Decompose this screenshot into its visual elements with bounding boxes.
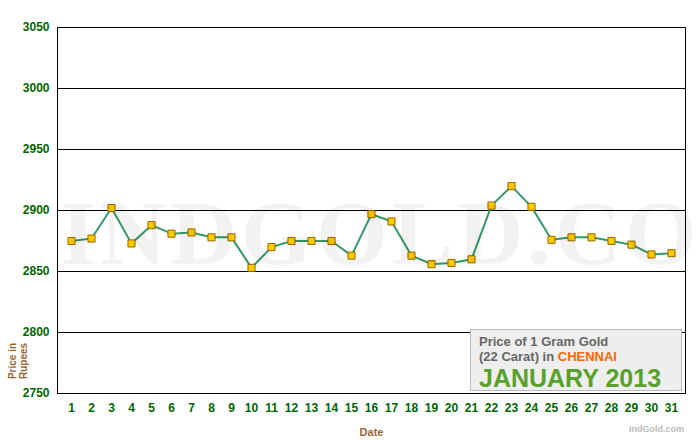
svg-text:17: 17 (385, 401, 399, 415)
svg-text:9: 9 (228, 401, 235, 415)
svg-text:2950: 2950 (23, 142, 50, 156)
svg-text:6: 6 (168, 401, 175, 415)
svg-text:11: 11 (265, 401, 278, 415)
svg-text:3: 3 (108, 401, 115, 415)
svg-text:23: 23 (505, 401, 519, 415)
svg-text:3050: 3050 (23, 20, 50, 34)
svg-text:2850: 2850 (23, 264, 50, 278)
svg-text:1: 1 (68, 401, 75, 415)
svg-text:13: 13 (305, 401, 319, 415)
svg-text:14: 14 (325, 401, 339, 415)
html-text:Price of 1 Gram Gold: Price of 1 Gram Gold (479, 334, 609, 349)
html-text:JANUARY 2013: JANUARY 2013 (479, 364, 661, 392)
svg-text:27: 27 (585, 401, 599, 415)
svg-text:19: 19 (425, 401, 439, 415)
svg-text:2800: 2800 (23, 325, 50, 339)
html-text:Price in Rupees: Price in Rupees (7, 342, 29, 380)
svg-text:22: 22 (485, 401, 499, 415)
svg-text:26: 26 (565, 401, 579, 415)
svg-text:2: 2 (88, 401, 95, 415)
html-text:IndGold.com: IndGold.com (629, 424, 684, 434)
svg-text:4: 4 (128, 401, 135, 415)
html-text:(22 Carat) in CHENNAI: (22 Carat) in CHENNAI (479, 349, 617, 364)
svg-text:31: 31 (665, 401, 679, 415)
svg-text:21: 21 (465, 401, 479, 415)
svg-text:30: 30 (645, 401, 659, 415)
svg-text:3000: 3000 (23, 81, 50, 95)
svg-text:12: 12 (285, 401, 299, 415)
svg-text:Date: Date (360, 426, 384, 438)
svg-text:18: 18 (405, 401, 419, 415)
svg-text:2750: 2750 (23, 386, 50, 400)
svg-text:24: 24 (525, 401, 539, 415)
svg-text:29: 29 (625, 401, 639, 415)
svg-text:15: 15 (345, 401, 359, 415)
svg-text:7: 7 (188, 401, 195, 415)
svg-text:5: 5 (148, 401, 155, 415)
svg-text:8: 8 (208, 401, 215, 415)
svg-text:25: 25 (545, 401, 559, 415)
svg-text:20: 20 (445, 401, 459, 415)
svg-text:2900: 2900 (23, 203, 50, 217)
svg-text:16: 16 (365, 401, 379, 415)
svg-text:28: 28 (605, 401, 619, 415)
svg-text:10: 10 (245, 401, 259, 415)
